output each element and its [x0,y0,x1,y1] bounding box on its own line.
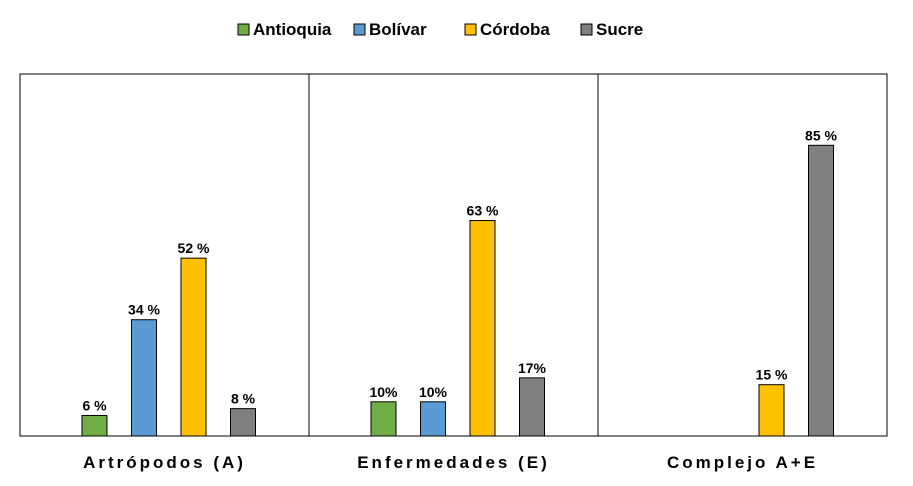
bar-sucre-enfermedades-e [519,377,545,437]
data-label-sucre-complejo-a-e: 85 % [805,127,837,143]
category-label-complejo-a-e: Complejo A+E [667,453,818,472]
bar-antioquia-enfermedades-e [370,401,397,437]
bar-sucre-artropodos-a [230,408,256,437]
bar-bolivar-enfermedades-e [420,401,446,437]
bar-cordoba-artropodos-a [180,257,207,437]
data-label-cordoba-artropodos-a: 52 % [178,240,210,256]
legend-swatch-antioquia [237,23,250,36]
category-label-artropodos-a: Artrópodos (A) [83,453,246,472]
data-label-bolivar-artropodos-a: 34 % [128,302,160,318]
bar-cordoba-enfermedades-e [469,220,496,437]
legend-swatch-cordoba [464,23,477,36]
bar-bolivar-artropodos-a [131,319,157,437]
data-label-cordoba-enfermedades-e: 63 % [467,203,499,219]
legend-label-bolivar: Bolívar [369,20,427,39]
data-labels: 6 % 34 % 52 % 8 % 10% 10% 63 % 17% 15 % 85 % [82,127,837,413]
plot-frame [19,73,888,437]
data-label-antioquia-artropodos-a: 6 % [82,397,107,413]
bar-cordoba-complejo-a-e [758,384,785,437]
legend-swatch-bolivar [353,23,366,36]
category-label-enfermedades-e: Enfermedades (E) [357,453,550,472]
legend: Antioquia Bolívar Córdoba Sucre [237,20,643,39]
category-labels: Artrópodos (A) Enfermedades (E) Complejo A… [83,453,818,472]
legend-swatch-sucre [580,23,593,36]
data-label-cordoba-complejo-a-e: 15 % [756,367,788,383]
legend-label-cordoba: Córdoba [480,20,550,39]
legend-label-sucre: Sucre [596,20,643,39]
data-label-sucre-artropodos-a: 8 % [231,391,256,407]
data-label-bolivar-enfermedades-e: 10% [419,384,448,400]
bars [81,144,834,437]
bar-sucre-complejo-a-e [808,144,834,437]
legend-label-antioquia: Antioquia [253,20,332,39]
data-label-sucre-enfermedades-e: 17% [518,360,547,376]
data-label-antioquia-enfermedades-e: 10% [369,384,398,400]
bar-antioquia-artropodos-a [81,414,108,437]
plot-border [19,73,888,437]
